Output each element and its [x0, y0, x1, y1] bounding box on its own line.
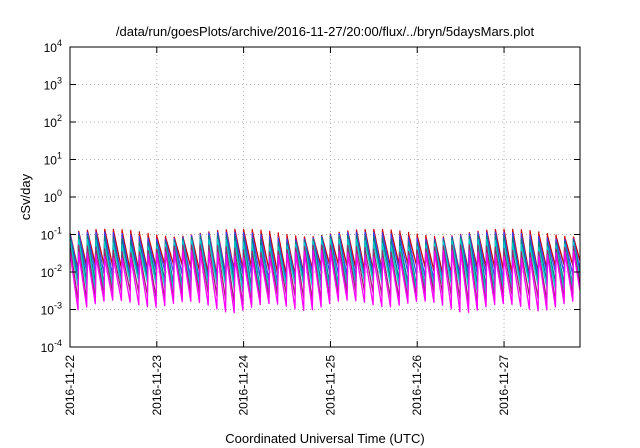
x-tick-label: 2016-11-22 — [63, 355, 77, 416]
x-tick-label: 2016-11-24 — [237, 355, 251, 416]
chart-title: /data/run/goesPlots/archive/2016-11-27/2… — [116, 24, 535, 39]
y-tick-label: 103 — [44, 76, 62, 93]
y-ticks: 10-4 10-3 10-2 10-1 100 101 102 103 104 — [41, 38, 580, 355]
series-line — [69, 250, 581, 314]
series-group — [69, 228, 581, 314]
x-ticks: 2016-11-22 2016-11-23 2016-11-24 2016-11-25… — [63, 47, 511, 416]
x-axis-label: Coordinated Universal Time (UTC) — [225, 431, 424, 446]
y-axis-label: cSv/day — [18, 173, 33, 220]
x-tick-label: 2016-11-23 — [150, 355, 164, 416]
y-tick-label: 100 — [44, 188, 62, 205]
x-tick-label: 2016-11-25 — [323, 355, 337, 416]
y-tick-label: 102 — [44, 113, 62, 130]
y-tick-label: 10-3 — [41, 301, 62, 318]
y-tick-label: 10-2 — [41, 263, 62, 280]
y-tick-label: 10-1 — [41, 226, 62, 243]
x-tick-label: 2016-11-27 — [497, 355, 511, 416]
y-tick-label: 10-4 — [41, 338, 62, 355]
series-line — [69, 228, 581, 277]
x-tick-label: 2016-11-26 — [410, 355, 424, 416]
series-line — [69, 238, 581, 296]
y-tick-label: 101 — [44, 151, 62, 168]
y-tick-label: 104 — [44, 38, 62, 55]
